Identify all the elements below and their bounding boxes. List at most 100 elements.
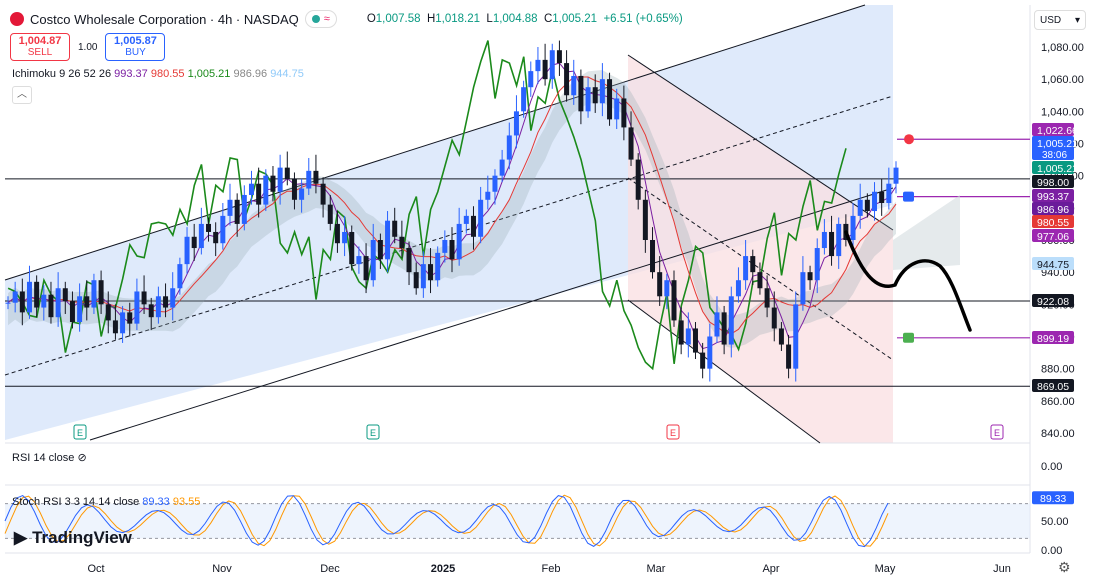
stoch-k-line xyxy=(4,494,889,548)
collapse-legend-button[interactable]: ︿ xyxy=(12,86,32,104)
eye-off-icon[interactable]: ⊘ xyxy=(77,452,87,464)
stoch-band xyxy=(5,503,1030,539)
candle-body xyxy=(148,304,154,318)
tv-logo-icon: ▶ xyxy=(14,528,28,547)
price-label-box xyxy=(1032,257,1074,270)
chevron-down-icon: ▾ xyxy=(1074,14,1080,26)
price-label-box xyxy=(1032,189,1074,202)
candle-body xyxy=(621,98,627,128)
price-label-box xyxy=(1032,379,1074,392)
future-cloud xyxy=(893,195,960,270)
candle-body xyxy=(191,236,197,249)
candle-body xyxy=(84,296,90,308)
spread-value: 1.00 xyxy=(78,41,98,53)
candle-body xyxy=(213,231,219,244)
candle-body xyxy=(521,87,527,112)
candle-body xyxy=(463,215,469,224)
candle-body xyxy=(807,272,813,281)
candle-body xyxy=(685,328,691,345)
candle-body xyxy=(127,312,133,324)
candle-body xyxy=(270,175,276,192)
symbol-title[interactable]: Costco Wholesale Corporation · 4h · NASD… xyxy=(30,11,299,27)
earnings-marker-label: E xyxy=(994,428,1000,438)
price-label-text: 899.19 xyxy=(1037,333,1069,345)
candle-body xyxy=(700,352,706,369)
candle-body xyxy=(291,178,297,200)
gear-icon[interactable]: ⚙ xyxy=(1058,559,1071,575)
price-label-box xyxy=(1032,215,1074,228)
price-label-box xyxy=(1032,123,1074,136)
countdown-text: 38:06 xyxy=(1042,150,1067,161)
earnings-marker-label: E xyxy=(370,428,376,438)
candle-body xyxy=(206,223,212,232)
candle-body xyxy=(506,135,512,160)
candle-body xyxy=(743,256,749,281)
candle-body xyxy=(857,199,863,216)
price-label-text: 869.05 xyxy=(1037,381,1069,393)
earnings-marker xyxy=(990,424,1004,440)
candle-body xyxy=(327,204,333,224)
market-status-chip[interactable]: ≈ xyxy=(304,10,337,28)
candle-body xyxy=(721,312,727,345)
stoch-rsi-legend[interactable]: Stoch RSI 3 3 14 14 close 89.33 93.55 xyxy=(12,496,201,508)
currency-select[interactable]: USD ▾ xyxy=(1034,10,1086,30)
candle-body xyxy=(657,272,663,297)
candle-body xyxy=(105,304,111,321)
candle-body xyxy=(535,59,541,72)
candle-body xyxy=(800,272,806,305)
candle-body xyxy=(41,294,47,308)
candle-body xyxy=(227,199,233,216)
candle-body xyxy=(277,167,283,192)
candle-body xyxy=(170,288,176,308)
candle-body xyxy=(48,294,54,318)
sell-button[interactable]: 1,004.87 SELL xyxy=(10,33,70,61)
alert-marker-icon xyxy=(903,191,914,202)
alert-check-icon xyxy=(903,332,914,343)
price-tick-label: 880.00 xyxy=(1041,364,1075,376)
candle-body xyxy=(757,272,763,289)
rsi-tick-label: 0.00 xyxy=(1041,461,1062,473)
price-label-box xyxy=(1032,175,1074,188)
time-tick-label: Feb xyxy=(542,563,561,575)
candle-body xyxy=(628,127,634,160)
price-label-text: 1,005.21 xyxy=(1037,163,1078,175)
candle-body xyxy=(120,312,126,334)
buy-button[interactable]: 1,005.87 BUY xyxy=(105,33,166,61)
candle-body xyxy=(234,199,240,224)
time-tick-label: 2025 xyxy=(431,563,455,575)
price-label-box xyxy=(1032,294,1074,307)
earnings-marker-label: E xyxy=(670,428,676,438)
price-label-text: 922.08 xyxy=(1037,296,1069,308)
candle-body xyxy=(392,220,398,237)
rsi-legend[interactable]: RSI 14 close ⊘ xyxy=(12,452,87,464)
candles xyxy=(5,40,899,382)
candle-body xyxy=(478,199,484,237)
candle-body xyxy=(542,59,548,80)
time-tick-label: May xyxy=(875,563,896,575)
candle-body xyxy=(879,191,885,204)
price-tick-label: 840.00 xyxy=(1041,428,1075,440)
candle-body xyxy=(177,264,183,289)
candle-body xyxy=(112,320,118,334)
candle-body xyxy=(220,215,226,244)
candle-body xyxy=(420,264,426,289)
candle-body xyxy=(320,183,326,205)
candle-body xyxy=(786,344,792,369)
candle-body xyxy=(692,328,698,353)
candle-body xyxy=(499,159,505,176)
candle-body xyxy=(635,159,641,200)
candle-body xyxy=(735,280,741,297)
candle-body xyxy=(764,288,770,308)
ichimoku-legend[interactable]: Ichimoku 9 26 52 26 993.37 980.55 1,005.… xyxy=(12,68,304,80)
stoch-k-label-box xyxy=(1032,491,1074,505)
candle-body xyxy=(513,111,519,136)
price-tick-label: 1,040.00 xyxy=(1041,106,1084,118)
candle-body xyxy=(141,291,147,305)
candle-body xyxy=(492,175,498,192)
candle-body xyxy=(707,336,713,369)
candle-body xyxy=(449,240,455,260)
price-label-text: 977.06 xyxy=(1037,231,1069,243)
candle-body xyxy=(470,215,476,237)
price-label-box xyxy=(1032,229,1074,242)
